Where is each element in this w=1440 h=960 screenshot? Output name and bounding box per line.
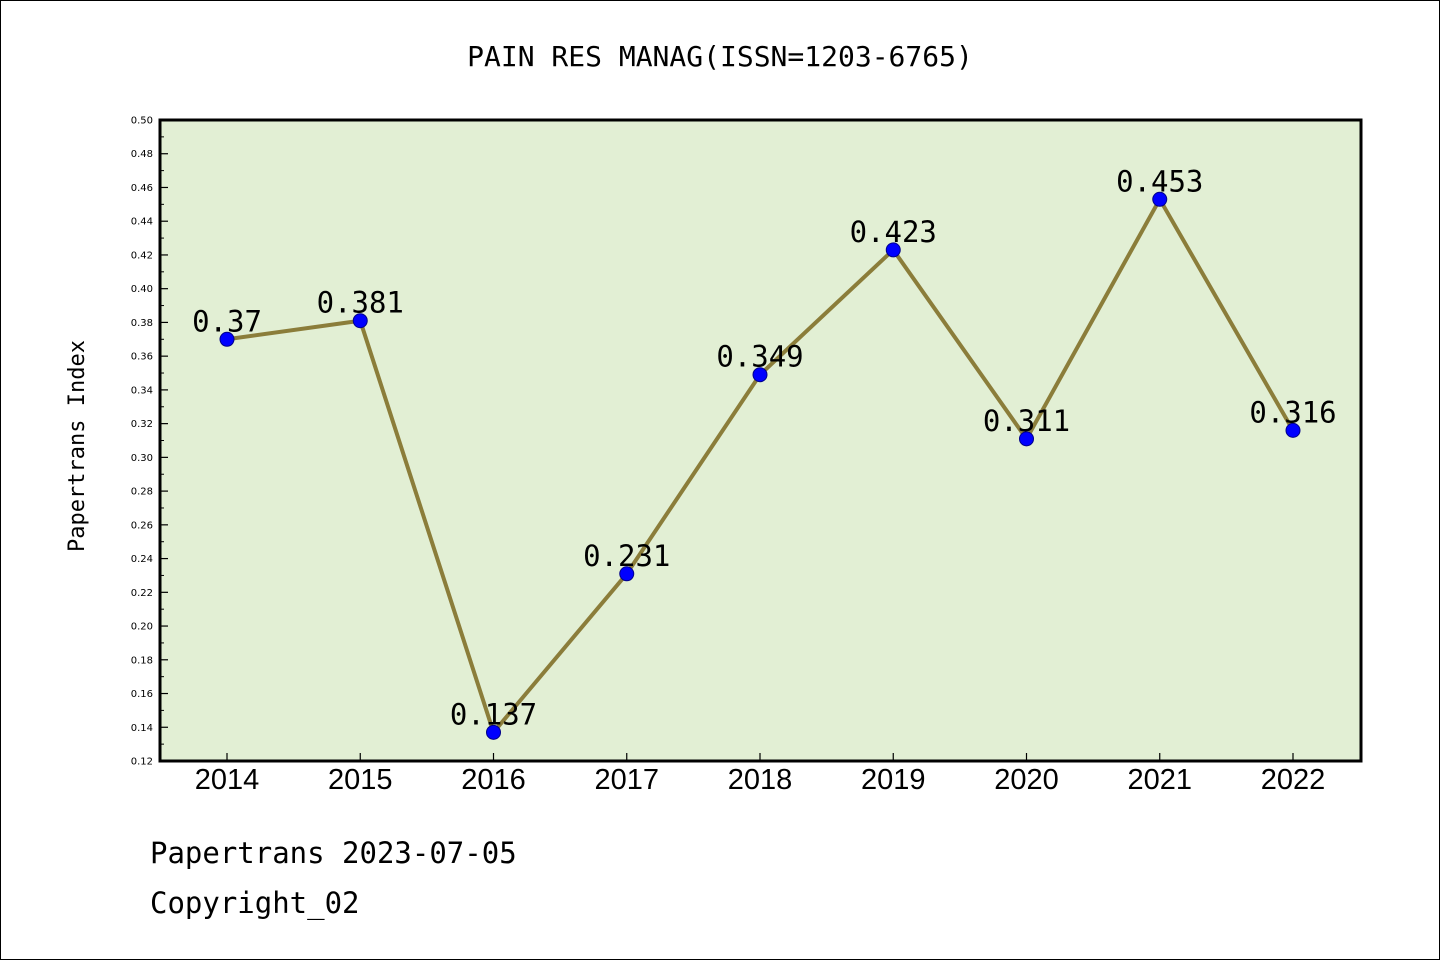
- data-label-2015: 0.381: [317, 286, 404, 320]
- data-label-2017: 0.231: [583, 539, 670, 573]
- x-tick-label: 2019: [861, 764, 926, 796]
- y-tick-label: 0.12: [131, 757, 153, 768]
- data-point-2015: [352, 313, 368, 329]
- series-marker-group: [219, 191, 1301, 740]
- data-label-2021: 0.453: [1116, 164, 1203, 198]
- y-tick-label: 0.18: [131, 655, 153, 666]
- data-point-2019: [885, 242, 901, 258]
- y-tick-label: 0.20: [131, 622, 153, 633]
- y-axis-label: Papertrans Index: [65, 340, 90, 552]
- data-point-2020: [1019, 431, 1034, 447]
- y-tick-label: 0.24: [131, 554, 153, 565]
- y-tick-label: 0.36: [131, 352, 153, 363]
- y-tick-label: 0.22: [131, 588, 153, 599]
- y-tick-label: 0.26: [131, 520, 153, 531]
- chart-title: PAIN RES MANAG(ISSN=1203-6765): [467, 40, 973, 73]
- y-tick-label: 0.30: [131, 453, 153, 464]
- x-tick-label: 2022: [1261, 764, 1326, 796]
- x-tick-label: 2014: [195, 764, 260, 796]
- data-point-2016: [486, 724, 501, 740]
- y-axis-ticks: 0.12 0.14 0.16 0.18 0.20 0.22 0.24 0.26 0.28 0.30…: [131, 116, 168, 768]
- y-tick-label: 0.14: [131, 723, 153, 734]
- x-tick-label: 2018: [728, 764, 793, 796]
- x-axis-ticks: 2014 2015 2016 2017 2018 2019 2020 2021 2022: [195, 753, 1326, 796]
- y-tick-label: 0.42: [131, 250, 153, 261]
- x-tick-label: 2016: [461, 764, 526, 796]
- footer-date-text: Papertrans 2023-07-05: [150, 836, 517, 870]
- data-label-group: 0.37 0.381 0.137 0.231 0.349 0.423 0.311 0.453 0…: [192, 164, 1337, 731]
- y-tick-label: 0.46: [131, 183, 153, 194]
- data-label-2020: 0.311: [983, 404, 1070, 438]
- y-tick-label: 0.40: [131, 284, 153, 295]
- x-tick-label: 2015: [328, 764, 393, 796]
- data-point-2014: [219, 331, 235, 347]
- data-point-2022: [1285, 422, 1301, 438]
- data-label-2014: 0.37: [192, 304, 262, 338]
- y-tick-label: 0.38: [131, 318, 153, 329]
- data-point-2017: [619, 566, 635, 582]
- y-tick-label: 0.48: [131, 149, 153, 160]
- x-tick-label: 2021: [1127, 764, 1192, 796]
- plot-area: [158, 118, 1363, 763]
- data-label-2016: 0.137: [450, 697, 537, 731]
- y-tick-label: 0.44: [131, 217, 153, 228]
- x-tick-label: 2020: [994, 764, 1059, 796]
- y-tick-label: 0.34: [131, 385, 153, 396]
- footer-copyright-text: Copyright_02: [150, 886, 360, 920]
- y-tick-label: 0.28: [131, 487, 153, 498]
- y-tick-label: 0.16: [131, 689, 153, 700]
- y-tick-label: 0.32: [131, 419, 153, 430]
- data-label-2019: 0.423: [850, 215, 937, 249]
- y-tick-label: 0.50: [131, 116, 153, 127]
- data-label-2022: 0.316: [1249, 395, 1336, 429]
- data-point-2018: [752, 367, 768, 383]
- data-point-2021: [1152, 191, 1168, 207]
- data-label-2018: 0.349: [716, 340, 803, 374]
- x-tick-label: 2017: [594, 764, 659, 796]
